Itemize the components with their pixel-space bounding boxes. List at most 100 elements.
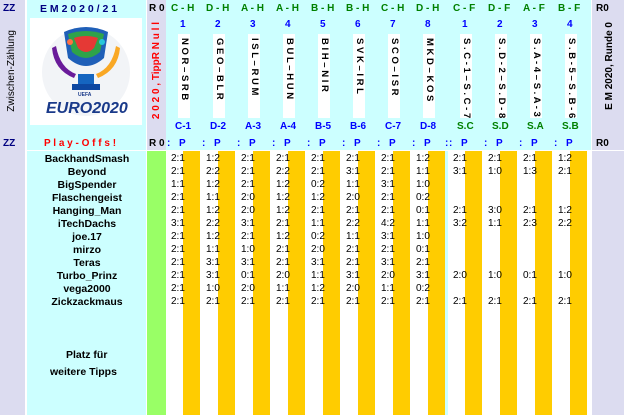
final-teams: S . A - 4 – S . A - 3 bbox=[531, 38, 542, 117]
tip-value: 2:1 bbox=[171, 244, 185, 255]
final-tip-value: 1:1 bbox=[488, 218, 502, 229]
tip-value: 2:1 bbox=[346, 153, 360, 164]
zz-label: ZZ bbox=[3, 3, 16, 14]
tip-value: 1:2 bbox=[416, 153, 430, 164]
match-teams: S V K – I R L bbox=[354, 38, 365, 94]
tip-value: 3:1 bbox=[241, 257, 255, 268]
subheader-r0-label: R 0 bbox=[149, 138, 165, 149]
stripe-gold bbox=[323, 151, 340, 415]
tip-value: 1:2 bbox=[206, 179, 220, 190]
tip-value: 2:1 bbox=[276, 257, 290, 268]
tip-value: 0:2 bbox=[311, 231, 325, 242]
player-name: mirzo bbox=[72, 244, 101, 256]
final-tip-value: 1:0 bbox=[488, 166, 502, 177]
tip-value: 2:1 bbox=[241, 296, 255, 307]
final-tip-value: 2:2 bbox=[558, 218, 572, 229]
tip-value: 2:0 bbox=[381, 270, 395, 281]
match-number: 8 bbox=[425, 19, 431, 30]
stripe-gold bbox=[393, 151, 410, 415]
player-name: joe.17 bbox=[72, 231, 102, 243]
points-colon: : bbox=[445, 138, 449, 149]
tip-value: 2:2 bbox=[206, 166, 220, 177]
tip-value: 0:2 bbox=[416, 192, 430, 203]
tip-value: 0:2 bbox=[311, 179, 325, 190]
points-p: P bbox=[566, 138, 573, 149]
match-code: D-8 bbox=[420, 121, 437, 132]
finals-separator bbox=[445, 151, 448, 415]
points-colon: : bbox=[342, 138, 346, 149]
tip-value: 1:2 bbox=[206, 231, 220, 242]
final-code: S.B bbox=[562, 121, 579, 132]
subheader-p-bg bbox=[166, 137, 591, 150]
tip-value: 2:1 bbox=[416, 257, 430, 268]
match-number: 5 bbox=[320, 19, 326, 30]
tip-value: 0:1 bbox=[241, 270, 255, 281]
runde-label: E M 2020, Runde 0 bbox=[604, 22, 615, 110]
final-tip-value: 1:2 bbox=[558, 205, 572, 216]
match-teams: B U L – H U N bbox=[284, 38, 295, 100]
subheader-r0-bg bbox=[147, 137, 166, 150]
points-colon: : bbox=[202, 138, 206, 149]
player-name: Flaschengeist bbox=[51, 192, 123, 204]
match-group-label: D - H bbox=[206, 3, 230, 14]
tip-value: 2:0 bbox=[276, 270, 290, 281]
tip-value: 2:2 bbox=[276, 166, 290, 177]
final-tip-value: 2:1 bbox=[453, 205, 467, 216]
points-colon: : bbox=[237, 138, 241, 149]
player-name: iTechDachs bbox=[57, 218, 117, 230]
tip-value: 2:1 bbox=[276, 218, 290, 229]
tip-value: 2:1 bbox=[171, 205, 185, 216]
tip-value: 2:1 bbox=[311, 296, 325, 307]
tip-value: 1:2 bbox=[206, 205, 220, 216]
final-tip-value: 2:1 bbox=[523, 205, 537, 216]
points-p: P bbox=[496, 138, 503, 149]
tip-value: 2:1 bbox=[381, 205, 395, 216]
tip-value: 2:1 bbox=[241, 153, 255, 164]
tip-value: 1:2 bbox=[206, 153, 220, 164]
points-colon: : bbox=[554, 138, 558, 149]
tip-value: 1:1 bbox=[416, 218, 430, 229]
match-code: C-7 bbox=[385, 121, 402, 132]
stripe-gold bbox=[500, 151, 517, 415]
match-number: 6 bbox=[355, 19, 361, 30]
points-colon: : bbox=[484, 138, 488, 149]
stripe-gold bbox=[535, 151, 552, 415]
tip-value: 2:1 bbox=[311, 166, 325, 177]
points-p: P bbox=[214, 138, 221, 149]
tipp-null-label: 2 0 2 0 , TippR N u l l bbox=[151, 22, 162, 120]
tip-value: 2:1 bbox=[311, 153, 325, 164]
match-teams: M K D – K O S bbox=[424, 38, 435, 102]
tip-value: 2:1 bbox=[381, 296, 395, 307]
tip-value: 2:0 bbox=[241, 283, 255, 294]
player-name: Turbo_Prinz bbox=[56, 270, 118, 282]
tip-value: 2:1 bbox=[171, 166, 185, 177]
team-box bbox=[388, 34, 400, 118]
final-code: S.A bbox=[527, 121, 544, 132]
logo-uefa-text: UEFA bbox=[78, 92, 92, 98]
tip-value: 2:1 bbox=[171, 153, 185, 164]
tip-value: 2:1 bbox=[171, 231, 185, 242]
subheader-r0-right-bg bbox=[592, 137, 624, 150]
tip-value: 2:1 bbox=[171, 257, 185, 268]
tip-value: 3:1 bbox=[206, 270, 220, 281]
final-tip-value: 3:0 bbox=[488, 205, 502, 216]
tip-value: 1:0 bbox=[416, 231, 430, 242]
match-teams: N O R – S R B bbox=[179, 38, 190, 101]
tip-value: 0:2 bbox=[416, 283, 430, 294]
tip-value: 1:1 bbox=[206, 192, 220, 203]
final-number: 1 bbox=[462, 19, 468, 30]
points-p: P bbox=[179, 138, 186, 149]
final-tip-value: 2:1 bbox=[523, 153, 537, 164]
final-tip-value: 1:3 bbox=[523, 166, 537, 177]
tip-value: 2:1 bbox=[381, 192, 395, 203]
tip-value: 2:1 bbox=[241, 231, 255, 242]
names-column bbox=[27, 151, 146, 415]
tip-value: 3:1 bbox=[381, 231, 395, 242]
match-teams: I S L – R U M bbox=[249, 38, 260, 96]
final-tip-value: 2:3 bbox=[523, 218, 537, 229]
final-code: S.C bbox=[457, 121, 474, 132]
final-teams: S . B - 5 – S . B - 6 bbox=[566, 38, 577, 119]
r0-right-body-column bbox=[592, 151, 624, 415]
tip-value: 2:1 bbox=[346, 205, 360, 216]
final-tip-value: 2:1 bbox=[558, 166, 572, 177]
